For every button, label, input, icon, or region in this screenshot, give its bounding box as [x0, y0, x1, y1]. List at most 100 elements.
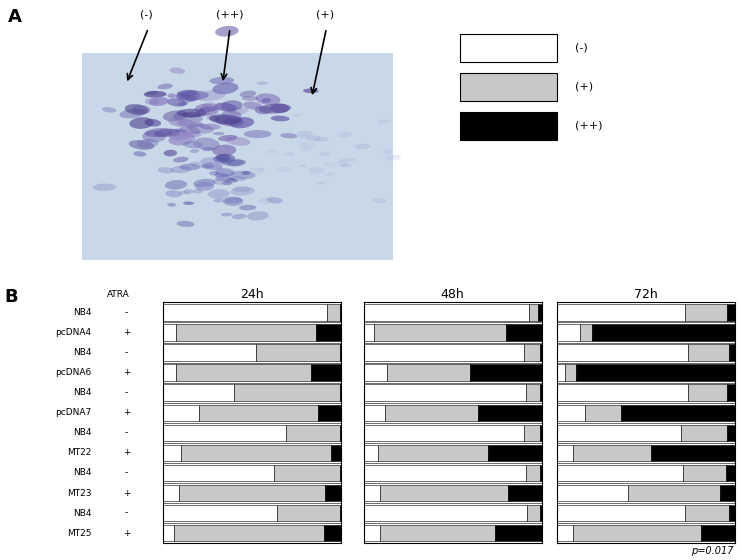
- Ellipse shape: [267, 150, 277, 153]
- Ellipse shape: [200, 124, 221, 130]
- Bar: [163, 525, 174, 542]
- Bar: [82, 53, 393, 260]
- Ellipse shape: [317, 181, 324, 184]
- Text: NB4: NB4: [73, 308, 92, 317]
- Ellipse shape: [222, 110, 242, 119]
- Bar: [378, 445, 488, 461]
- Bar: [529, 304, 538, 321]
- Ellipse shape: [300, 146, 312, 151]
- Bar: [580, 324, 592, 340]
- Ellipse shape: [214, 198, 224, 203]
- Bar: [478, 404, 542, 421]
- Ellipse shape: [226, 137, 251, 146]
- Ellipse shape: [386, 155, 401, 161]
- Text: p=0.017: p=0.017: [691, 546, 733, 556]
- Bar: [528, 505, 540, 521]
- Bar: [460, 73, 556, 101]
- Bar: [163, 344, 256, 361]
- Bar: [364, 404, 385, 421]
- Text: ATRA: ATRA: [107, 291, 130, 300]
- Bar: [729, 505, 735, 521]
- Ellipse shape: [145, 98, 159, 105]
- Text: pcDNA7: pcDNA7: [56, 408, 92, 417]
- Text: MT22: MT22: [68, 449, 92, 458]
- Bar: [556, 365, 565, 381]
- Bar: [340, 344, 341, 361]
- Ellipse shape: [137, 139, 158, 148]
- Bar: [380, 525, 496, 542]
- Ellipse shape: [297, 131, 313, 137]
- Bar: [176, 324, 316, 340]
- Bar: [556, 465, 683, 481]
- Bar: [325, 485, 341, 501]
- Bar: [199, 404, 318, 421]
- Ellipse shape: [177, 121, 188, 126]
- Ellipse shape: [157, 83, 173, 90]
- Text: (++): (++): [575, 121, 603, 131]
- Ellipse shape: [162, 110, 188, 122]
- Ellipse shape: [299, 142, 317, 148]
- Ellipse shape: [201, 164, 214, 169]
- Ellipse shape: [186, 124, 214, 134]
- Ellipse shape: [190, 149, 200, 153]
- Ellipse shape: [170, 166, 191, 173]
- Ellipse shape: [174, 111, 187, 115]
- Ellipse shape: [229, 107, 249, 115]
- Ellipse shape: [165, 130, 184, 137]
- Ellipse shape: [174, 129, 187, 133]
- Bar: [364, 344, 524, 361]
- Bar: [556, 344, 689, 361]
- Ellipse shape: [325, 172, 335, 176]
- Ellipse shape: [179, 192, 188, 195]
- Bar: [556, 324, 580, 340]
- Text: +: +: [122, 328, 130, 337]
- Bar: [340, 465, 341, 481]
- Ellipse shape: [180, 164, 200, 170]
- Text: MT23: MT23: [68, 488, 92, 497]
- Text: (++): (++): [216, 10, 244, 20]
- Ellipse shape: [207, 115, 220, 121]
- Ellipse shape: [183, 141, 203, 148]
- Ellipse shape: [129, 117, 154, 129]
- Ellipse shape: [208, 189, 229, 199]
- Bar: [689, 344, 729, 361]
- Bar: [620, 404, 735, 421]
- Ellipse shape: [200, 106, 217, 111]
- Text: -: -: [125, 348, 128, 357]
- Ellipse shape: [195, 104, 219, 115]
- Bar: [573, 525, 700, 542]
- Ellipse shape: [193, 189, 203, 193]
- Ellipse shape: [168, 94, 177, 98]
- Bar: [556, 505, 685, 521]
- Title: 72h: 72h: [634, 288, 657, 301]
- Ellipse shape: [257, 168, 265, 170]
- Bar: [470, 365, 542, 381]
- Bar: [234, 385, 340, 401]
- Bar: [727, 424, 735, 441]
- Ellipse shape: [215, 175, 232, 181]
- Ellipse shape: [171, 134, 188, 141]
- Bar: [163, 424, 286, 441]
- Ellipse shape: [228, 178, 235, 181]
- Ellipse shape: [214, 102, 237, 111]
- Text: (-): (-): [575, 43, 588, 53]
- Ellipse shape: [324, 162, 337, 167]
- Ellipse shape: [102, 107, 116, 113]
- Bar: [496, 525, 542, 542]
- Ellipse shape: [270, 104, 289, 113]
- Ellipse shape: [194, 90, 226, 101]
- Ellipse shape: [173, 113, 203, 123]
- Ellipse shape: [177, 102, 188, 106]
- Ellipse shape: [145, 128, 173, 137]
- Bar: [286, 424, 340, 441]
- Text: B: B: [4, 288, 18, 306]
- Text: +: +: [122, 408, 130, 417]
- Bar: [685, 304, 727, 321]
- Bar: [340, 385, 341, 401]
- Bar: [488, 445, 542, 461]
- Bar: [278, 505, 340, 521]
- Ellipse shape: [213, 132, 225, 136]
- Bar: [538, 304, 542, 321]
- Ellipse shape: [342, 164, 352, 167]
- Bar: [540, 344, 542, 361]
